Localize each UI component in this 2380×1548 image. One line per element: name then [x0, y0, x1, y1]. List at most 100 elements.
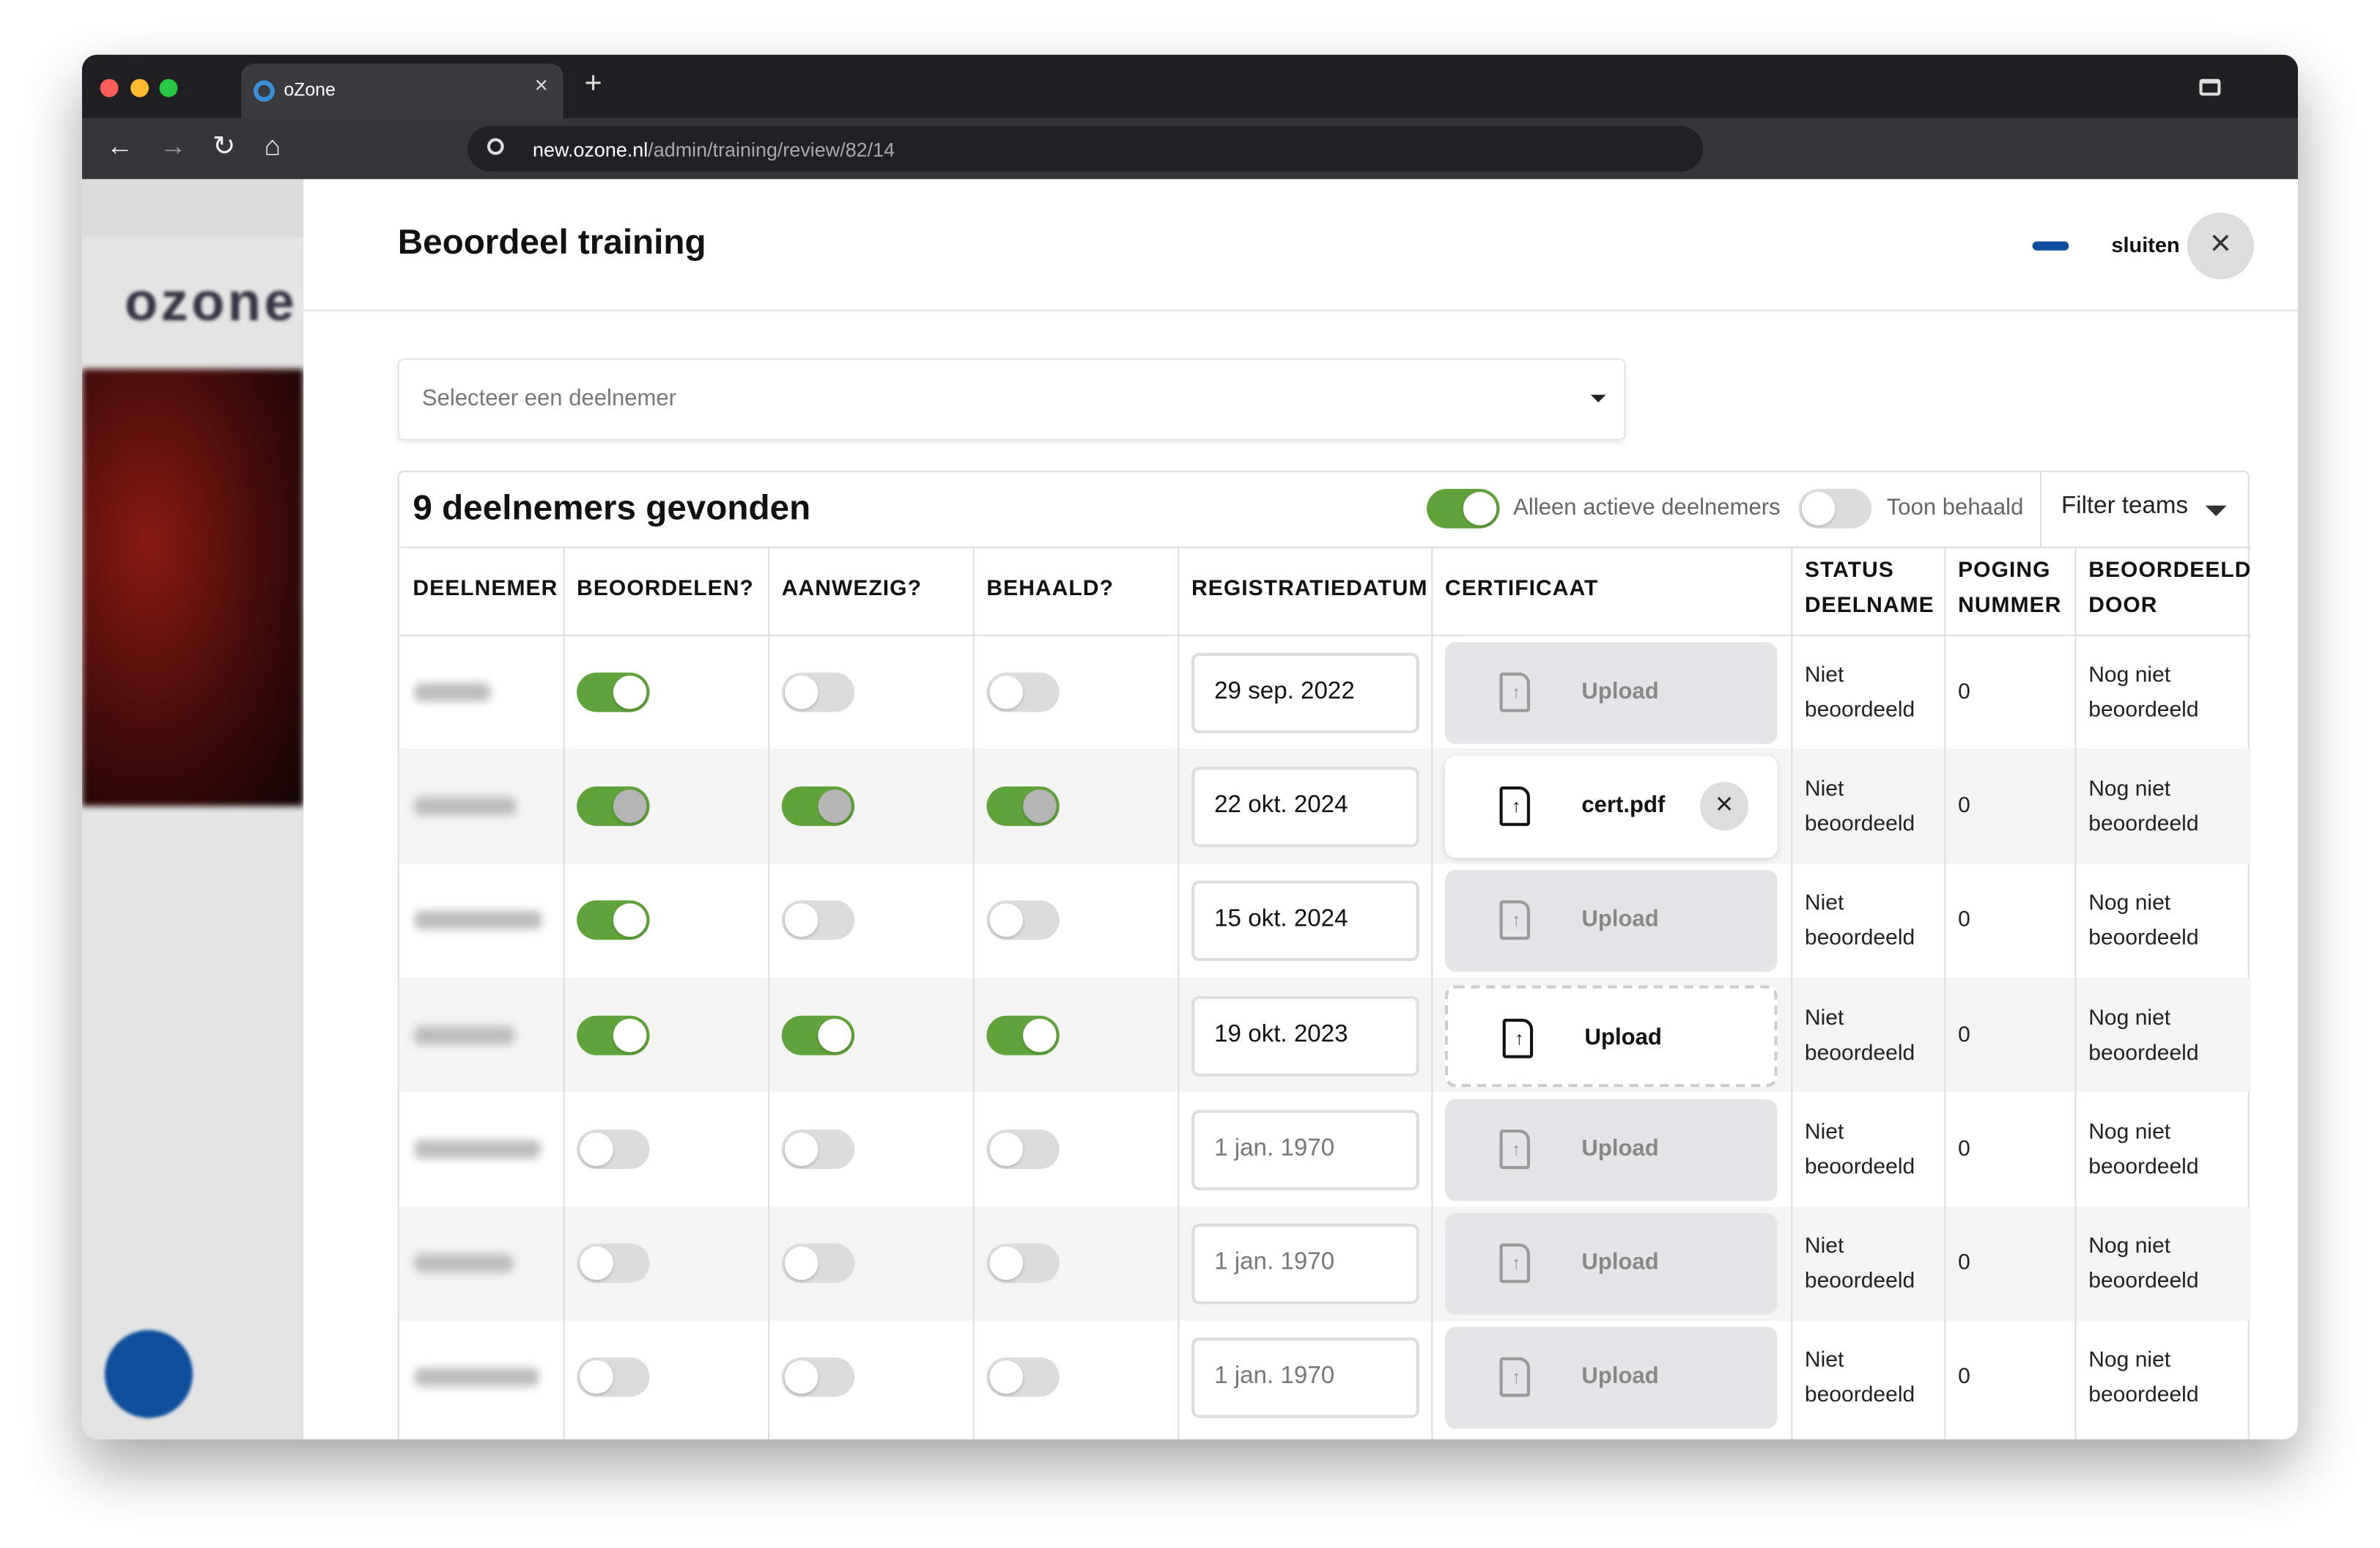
date-input[interactable]: 1 jan. 1970: [1191, 1338, 1419, 1419]
file-icon: ↑: [1502, 1017, 1534, 1058]
assess-toggle[interactable]: [577, 1014, 650, 1055]
date-value: 1 jan. 1970: [1214, 1364, 1335, 1390]
assessed-by: Nog niet beoordeeld: [2088, 663, 2199, 723]
nav-button[interactable]: ↻: [212, 130, 236, 161]
url-host: new.ozone.nl: [533, 138, 648, 161]
attempt: 0: [1958, 794, 1970, 819]
upload-arrow: ↑: [1512, 1253, 1521, 1275]
new-tab[interactable]: +: [584, 67, 602, 100]
assess-toggle[interactable]: [577, 1129, 650, 1169]
date-input[interactable]: 29 sep. 2022: [1191, 652, 1419, 733]
assess-toggle[interactable]: [577, 1357, 650, 1398]
certificate-label: Upload: [1581, 1250, 1659, 1276]
column-divider: [563, 546, 565, 1440]
tab-title: oZone: [284, 78, 336, 100]
achieved-toggle[interactable]: [986, 900, 1060, 940]
certificate-label: Upload: [1584, 1024, 1662, 1050]
column-header: BEOORDELEN?: [577, 577, 754, 602]
nav-button[interactable]: →: [159, 130, 187, 161]
present-toggle[interactable]: [781, 1243, 855, 1283]
present-toggle[interactable]: [781, 1129, 855, 1169]
participant-select[interactable]: Selecteer een deelnemer: [397, 358, 1626, 441]
date-input[interactable]: 19 okt. 2023: [1191, 995, 1419, 1076]
date-value: 19 okt. 2023: [1214, 1021, 1348, 1047]
column-header: REGISTRATIEDATUM: [1191, 577, 1428, 602]
toggle-knob: [818, 789, 852, 823]
toggle-knob: [784, 1360, 818, 1395]
date-value: 15 okt. 2024: [1214, 907, 1348, 933]
certificate-upload[interactable]: ↑ cert.pdf ×: [1444, 756, 1778, 858]
assess-toggle[interactable]: [577, 1243, 650, 1283]
filter-caret: [2205, 505, 2227, 517]
certificate-upload: ↑ Upload: [1444, 870, 1778, 973]
upload-arrow: ↑: [1512, 910, 1521, 932]
achieved-toggle[interactable]: [1798, 488, 1872, 528]
certificate-upload[interactable]: ↑ Upload: [1444, 984, 1778, 1087]
active-toggle[interactable]: [1427, 488, 1500, 528]
toggle-knob: [613, 1017, 647, 1052]
date-input[interactable]: 1 jan. 1970: [1191, 1109, 1419, 1190]
achieved-toggle: [986, 786, 1060, 826]
column-header: DEELNEMER: [413, 577, 558, 602]
status: Niet beoordeeld: [1804, 777, 1915, 837]
url-path: /admin/training/review/82/14: [648, 138, 895, 161]
present-toggle[interactable]: [781, 1357, 855, 1398]
achieved-toggle[interactable]: [986, 671, 1060, 712]
help-button[interactable]: [104, 1330, 193, 1418]
blurred-name: [414, 1254, 514, 1273]
present-toggle[interactable]: [781, 900, 855, 940]
blurred-name: [414, 1368, 539, 1387]
certificate-label: Upload: [1581, 1364, 1659, 1390]
blurred-name: [414, 911, 542, 930]
column-divider: [972, 546, 975, 1440]
address-bar[interactable]: new.ozone.nl/admin/training/review/82/14: [467, 125, 1704, 172]
toggle-knob: [784, 675, 818, 709]
toggle-knob: [784, 1132, 818, 1166]
achieved-toggle[interactable]: [986, 1129, 1060, 1169]
present-toggle[interactable]: [781, 671, 855, 712]
date-input[interactable]: 1 jan. 1970: [1191, 1223, 1419, 1305]
upload-arrow: ↑: [1512, 795, 1521, 817]
status: Niet beoordeeld: [1804, 1006, 1915, 1066]
remove-file[interactable]: ×: [1699, 781, 1749, 830]
tab[interactable]: oZone ×: [241, 63, 563, 119]
blurred-name: [414, 1025, 515, 1044]
upload-arrow: ↑: [1515, 1027, 1524, 1049]
assessed-by: Nog niet beoordeeld: [2088, 777, 2199, 837]
filter-teams[interactable]: Filter teams: [2039, 472, 2250, 547]
attempt: 0: [1958, 1022, 1970, 1047]
assess-toggle[interactable]: [577, 900, 650, 940]
select-placeholder: Selecteer een deelnemer: [421, 386, 677, 412]
certificate-upload: ↑ Upload: [1444, 1213, 1778, 1316]
close-button[interactable]: ×: [2187, 212, 2255, 280]
achieved-toggle[interactable]: [986, 1357, 1060, 1398]
certificate-label: Upload: [1581, 678, 1659, 704]
achieved-toggle[interactable]: [986, 1014, 1060, 1055]
date-input[interactable]: 15 okt. 2024: [1191, 880, 1419, 962]
achieved-toggle-label: Toon behaald: [1886, 495, 2024, 521]
assessed-by: Nog niet beoordeeld: [2088, 1349, 2199, 1409]
date-input[interactable]: 22 okt. 2024: [1191, 766, 1419, 847]
close-label[interactable]: sluiten: [2111, 232, 2180, 257]
date-value: 1 jan. 1970: [1214, 1135, 1335, 1162]
attempt: 0: [1958, 679, 1970, 704]
date-value: 22 okt. 2024: [1214, 792, 1348, 819]
nav-button[interactable]: ←: [106, 130, 134, 161]
upload-arrow: ↑: [1512, 681, 1521, 703]
window-menu[interactable]: [2199, 78, 2221, 96]
achieved-toggle[interactable]: [986, 1243, 1060, 1283]
progress-indicator: [2032, 241, 2069, 251]
certificate-label: cert.pdf: [1581, 792, 1666, 819]
toggle-knob: [613, 789, 647, 823]
tab-close[interactable]: ×: [534, 73, 548, 99]
nav-button[interactable]: ⌂: [264, 130, 281, 161]
column-divider: [2074, 546, 2077, 1440]
column-divider: [1178, 546, 1180, 1440]
assess-toggle[interactable]: [577, 671, 650, 712]
window-button[interactable]: [130, 78, 149, 97]
present-toggle[interactable]: [781, 1014, 855, 1055]
status: Niet beoordeeld: [1804, 1120, 1915, 1180]
window-button[interactable]: [159, 78, 178, 97]
upload-arrow: ↑: [1512, 1138, 1521, 1160]
window-button[interactable]: [100, 78, 119, 97]
